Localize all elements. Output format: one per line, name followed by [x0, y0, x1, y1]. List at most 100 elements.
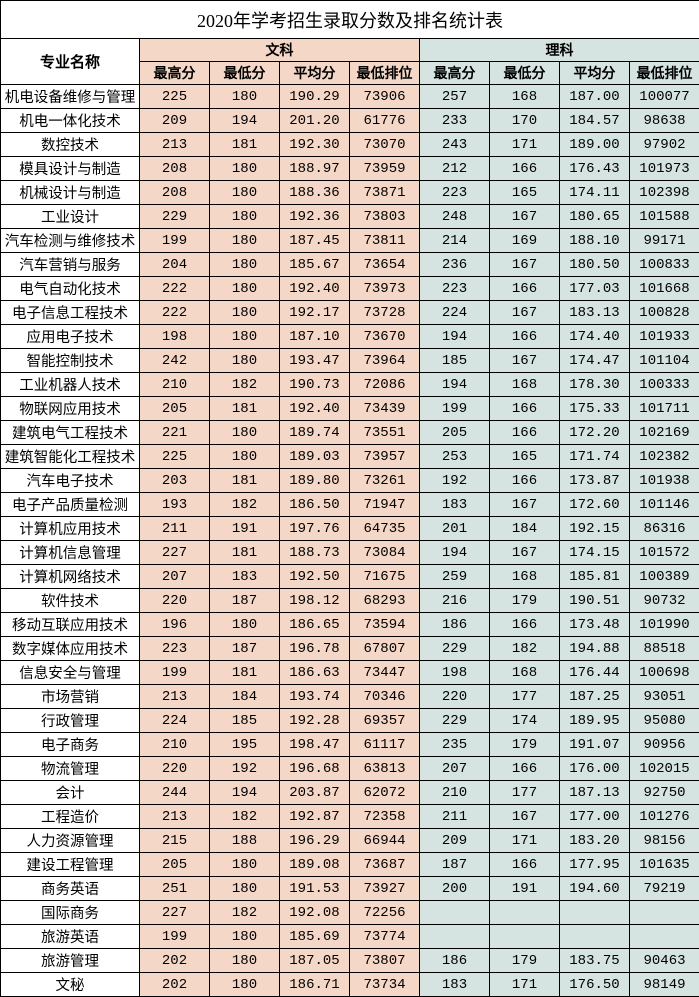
cell-wen: 73807 — [350, 949, 420, 973]
cell-major-name: 国际商务 — [1, 901, 140, 925]
cell-wen: 196 — [140, 613, 210, 637]
cell-major-name: 汽车电子技术 — [1, 469, 140, 493]
cell-wen: 185.67 — [280, 253, 350, 277]
header-liberal-arts: 文科 — [140, 39, 420, 62]
cell-wen: 251 — [140, 877, 210, 901]
cell-wen: 192.17 — [280, 301, 350, 325]
cell-li: 100833 — [630, 253, 699, 277]
cell-wen: 198.47 — [280, 733, 350, 757]
cell-wen: 198.12 — [280, 589, 350, 613]
cell-li: 88518 — [630, 637, 699, 661]
cell-wen: 73959 — [350, 157, 420, 181]
cell-li: 185.81 — [560, 565, 630, 589]
table-row: 文秘202180186.7173734183171176.5098149 — [1, 973, 699, 997]
cell-wen: 182 — [210, 373, 280, 397]
cell-li: 101668 — [630, 277, 699, 301]
cell-wen: 221 — [140, 421, 210, 445]
table-row: 商务英语251180191.5373927200191194.6079219 — [1, 877, 699, 901]
cell-wen: 72086 — [350, 373, 420, 397]
cell-major-name: 电子商务 — [1, 733, 140, 757]
cell-wen: 193.47 — [280, 349, 350, 373]
cell-wen: 73439 — [350, 397, 420, 421]
cell-li: 100698 — [630, 661, 699, 685]
cell-li: 170 — [490, 109, 560, 133]
cell-wen: 227 — [140, 541, 210, 565]
cell-wen: 199 — [140, 925, 210, 949]
cell-wen: 73927 — [350, 877, 420, 901]
cell-wen: 188 — [210, 829, 280, 853]
cell-li: 169 — [490, 229, 560, 253]
cell-wen: 180 — [210, 205, 280, 229]
header-major-name: 专业名称 — [1, 39, 140, 85]
cell-wen: 189.74 — [280, 421, 350, 445]
cell-wen: 229 — [140, 205, 210, 229]
cell-wen: 186.65 — [280, 613, 350, 637]
cell-wen: 180 — [210, 181, 280, 205]
cell-li: 183.13 — [560, 301, 630, 325]
cell-wen: 182 — [210, 805, 280, 829]
cell-major-name: 计算机网络技术 — [1, 565, 140, 589]
subheader-wen-1: 最低分 — [210, 62, 280, 85]
cell-wen: 242 — [140, 349, 210, 373]
cell-wen: 203 — [140, 469, 210, 493]
cell-wen: 204 — [140, 253, 210, 277]
cell-li: 229 — [420, 709, 490, 733]
cell-wen: 208 — [140, 181, 210, 205]
cell-li: 189.95 — [560, 709, 630, 733]
cell-li: 223 — [420, 277, 490, 301]
cell-li: 177.00 — [560, 805, 630, 829]
cell-wen: 69357 — [350, 709, 420, 733]
cell-li: 98638 — [630, 109, 699, 133]
cell-wen: 213 — [140, 133, 210, 157]
cell-li — [630, 901, 699, 925]
cell-wen: 210 — [140, 733, 210, 757]
cell-wen: 196.29 — [280, 829, 350, 853]
table-row: 数字媒体应用技术223187196.7867807229182194.88885… — [1, 637, 699, 661]
table-row: 市场营销213184193.7470346220177187.2593051 — [1, 685, 699, 709]
subheader-wen-2: 平均分 — [280, 62, 350, 85]
cell-major-name: 信息安全与管理 — [1, 661, 140, 685]
table-row: 工程造价213182192.8772358211167177.00101276 — [1, 805, 699, 829]
cell-wen: 72358 — [350, 805, 420, 829]
cell-wen: 73871 — [350, 181, 420, 205]
cell-major-name: 计算机信息管理 — [1, 541, 140, 565]
cell-wen: 181 — [210, 661, 280, 685]
cell-wen: 180 — [210, 301, 280, 325]
header-science: 理科 — [420, 39, 699, 62]
cell-li: 171 — [490, 829, 560, 853]
cell-li: 185 — [420, 349, 490, 373]
cell-wen: 73670 — [350, 325, 420, 349]
cell-li — [630, 925, 699, 949]
cell-li: 183.20 — [560, 829, 630, 853]
cell-li: 180.65 — [560, 205, 630, 229]
cell-wen: 180 — [210, 421, 280, 445]
cell-li: 100828 — [630, 301, 699, 325]
cell-li: 101711 — [630, 397, 699, 421]
cell-wen: 182 — [210, 901, 280, 925]
cell-wen: 73654 — [350, 253, 420, 277]
cell-major-name: 软件技术 — [1, 589, 140, 613]
cell-li: 101572 — [630, 541, 699, 565]
cell-major-name: 建筑电气工程技术 — [1, 421, 140, 445]
cell-li: 168 — [490, 85, 560, 109]
cell-major-name: 模具设计与制造 — [1, 157, 140, 181]
cell-wen: 188.36 — [280, 181, 350, 205]
cell-wen: 64735 — [350, 517, 420, 541]
table-row: 电子产品质量检测193182186.5071947183167172.60101… — [1, 493, 699, 517]
cell-li: 187.00 — [560, 85, 630, 109]
cell-li: 166 — [490, 277, 560, 301]
cell-wen: 180 — [210, 949, 280, 973]
cell-wen: 61117 — [350, 733, 420, 757]
cell-wen: 188.73 — [280, 541, 350, 565]
cell-major-name: 电子产品质量检测 — [1, 493, 140, 517]
cell-li: 236 — [420, 253, 490, 277]
cell-li: 186 — [420, 949, 490, 973]
cell-li: 79219 — [630, 877, 699, 901]
cell-wen: 184 — [210, 685, 280, 709]
cell-wen: 222 — [140, 301, 210, 325]
cell-li: 101146 — [630, 493, 699, 517]
table-row: 机电设备维修与管理225180190.2973906257168187.0010… — [1, 85, 699, 109]
cell-major-name: 汽车检测与维修技术 — [1, 229, 140, 253]
cell-li: 177 — [490, 685, 560, 709]
cell-major-name: 会计 — [1, 781, 140, 805]
